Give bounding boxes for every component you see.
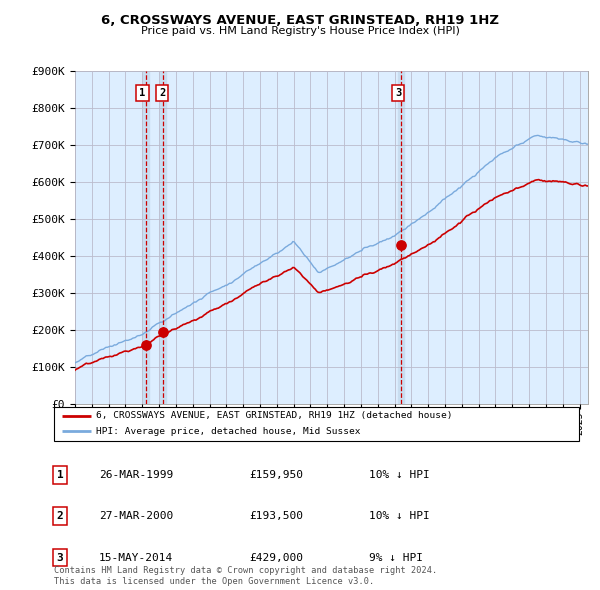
Text: 10% ↓ HPI: 10% ↓ HPI xyxy=(369,470,430,480)
Text: 6, CROSSWAYS AVENUE, EAST GRINSTEAD, RH19 1HZ: 6, CROSSWAYS AVENUE, EAST GRINSTEAD, RH1… xyxy=(101,14,499,27)
FancyBboxPatch shape xyxy=(54,407,579,441)
Text: HPI: Average price, detached house, Mid Sussex: HPI: Average price, detached house, Mid … xyxy=(96,427,361,436)
Text: 6, CROSSWAYS AVENUE, EAST GRINSTEAD, RH19 1HZ (detached house): 6, CROSSWAYS AVENUE, EAST GRINSTEAD, RH1… xyxy=(96,411,452,420)
Text: 2: 2 xyxy=(56,512,64,521)
Text: 3: 3 xyxy=(56,553,64,562)
Text: 10% ↓ HPI: 10% ↓ HPI xyxy=(369,512,430,521)
Text: 2: 2 xyxy=(159,88,165,98)
Bar xyxy=(160,71,166,404)
Text: 15-MAY-2014: 15-MAY-2014 xyxy=(99,553,173,562)
Text: 3: 3 xyxy=(395,88,401,98)
Text: 1: 1 xyxy=(139,88,145,98)
Text: 27-MAR-2000: 27-MAR-2000 xyxy=(99,512,173,521)
Point xyxy=(396,241,406,250)
Text: £429,000: £429,000 xyxy=(249,553,303,562)
Text: £193,500: £193,500 xyxy=(249,512,303,521)
Text: Price paid vs. HM Land Registry's House Price Index (HPI): Price paid vs. HM Land Registry's House … xyxy=(140,26,460,35)
Bar xyxy=(398,71,404,404)
Text: £159,950: £159,950 xyxy=(249,470,303,480)
Text: Contains HM Land Registry data © Crown copyright and database right 2024.
This d: Contains HM Land Registry data © Crown c… xyxy=(54,566,437,586)
Bar xyxy=(143,71,149,404)
Point xyxy=(158,328,168,337)
Text: 9% ↓ HPI: 9% ↓ HPI xyxy=(369,553,423,562)
Text: 1: 1 xyxy=(56,470,64,480)
Point xyxy=(142,340,151,350)
Text: 26-MAR-1999: 26-MAR-1999 xyxy=(99,470,173,480)
